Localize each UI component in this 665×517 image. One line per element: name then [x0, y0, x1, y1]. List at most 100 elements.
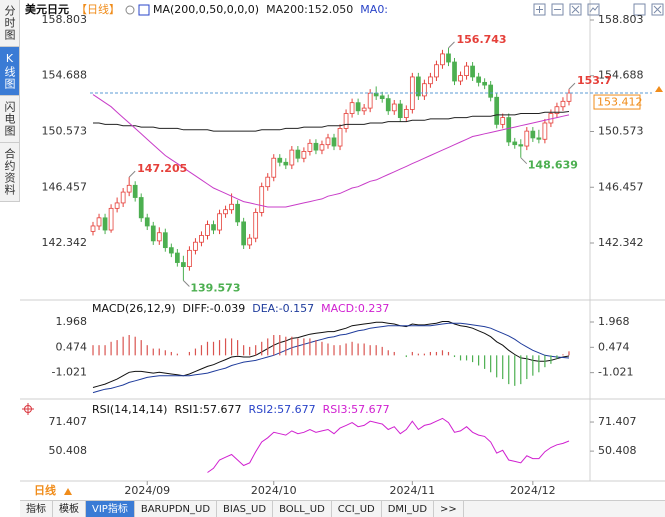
- candle-body: [271, 157, 277, 178]
- y-tick-label: -1.021: [52, 366, 87, 379]
- high-label: 153.7: [577, 74, 612, 87]
- candle-body: [235, 203, 240, 223]
- y-tick-label: 150.573: [42, 124, 88, 137]
- y-tick-label: 1.968: [56, 315, 88, 328]
- candle-body: [120, 191, 126, 204]
- candle-body: [96, 217, 102, 227]
- candle-body: [319, 144, 325, 151]
- legend-label: MA(200,0,50,0,0,0): [153, 3, 259, 16]
- candle-body: [536, 137, 542, 140]
- y-tick-label: 158.803: [42, 13, 88, 26]
- sidebar-tab[interactable]: 分时图: [0, 0, 19, 47]
- y-tick-label: -1.021: [598, 366, 633, 379]
- candle-body: [223, 209, 228, 215]
- sidebar-tab[interactable]: 合约资料: [0, 143, 19, 202]
- annotation-leader: [183, 280, 190, 287]
- candle-body: [253, 212, 259, 239]
- y-tick-label: 50.408: [598, 444, 637, 457]
- x-tick-label: 2024/09: [124, 484, 170, 497]
- indicator-tab[interactable]: BOLL_UD: [273, 501, 332, 517]
- y-tick-label: 154.688: [42, 69, 88, 82]
- icon[interactable]: [533, 3, 546, 16]
- indicator-tab[interactable]: 模板: [53, 501, 86, 517]
- last-price-label: 153.412: [597, 96, 643, 109]
- candle-body: [524, 130, 530, 147]
- candle-body: [187, 249, 192, 268]
- candle-body: [506, 117, 512, 143]
- icon: [589, 5, 599, 13]
- indicator-tab[interactable]: DMI_UD: [382, 501, 435, 517]
- candle-body: [138, 197, 144, 219]
- toolbar-icons[interactable]: [533, 3, 664, 16]
- candle-body: [403, 109, 409, 118]
- candle-body: [193, 241, 198, 251]
- bottom-tabs: 指标 模板 VIP指标 BARUPDN_UD BIAS_UD BOLL_UD CCI_UD D…: [20, 500, 665, 517]
- candle-body: [440, 53, 445, 66]
- indicator-tab[interactable]: VIP指标: [86, 501, 135, 517]
- y-tick-label: 71.407: [49, 415, 88, 428]
- candle-body: [446, 53, 451, 63]
- x-tick-label: 2024/10: [251, 484, 297, 497]
- icon[interactable]: [651, 3, 664, 16]
- indicator-tab[interactable]: BARUPDN_UD: [135, 501, 218, 517]
- candle-body: [217, 213, 222, 231]
- indicator-tab[interactable]: 指标: [20, 501, 53, 517]
- candle-body: [385, 98, 391, 112]
- indicator-tab[interactable]: CCI_UD: [332, 501, 382, 517]
- indicator-tab[interactable]: BIAS_UD: [217, 501, 274, 517]
- period-arrow[interactable]: [64, 488, 72, 495]
- sidebar-tab[interactable]: K线图: [0, 47, 19, 96]
- annotation-leader: [568, 82, 576, 90]
- line: [92, 94, 570, 208]
- candle-body: [265, 176, 271, 188]
- y-tick-label: 0.474: [598, 340, 630, 353]
- legend-label: RSI(14,14,14): [92, 403, 167, 416]
- candle-body: [530, 130, 536, 139]
- candle-body: [428, 76, 433, 85]
- period-button[interactable]: 日线: [34, 483, 56, 497]
- last-price-box: [593, 94, 641, 110]
- candle-body: [542, 122, 548, 140]
- y-tick-label: 50.408: [49, 444, 88, 457]
- candle-body: [102, 217, 108, 231]
- y-tick-label: 146.457: [42, 180, 88, 193]
- icon: [536, 6, 543, 13]
- candle-body: [379, 95, 385, 100]
- candle-body: [518, 144, 524, 147]
- candle-body: [391, 103, 397, 112]
- candle-body: [494, 96, 500, 125]
- annotation-leader: [128, 170, 136, 178]
- icon[interactable]: [551, 3, 564, 16]
- candle-body: [205, 224, 210, 236]
- candle-body: [156, 232, 162, 242]
- legend-label: RSI1:57.677: [174, 403, 241, 416]
- legend-label: RSI3:57.677: [323, 403, 390, 416]
- icon[interactable]: [633, 3, 646, 16]
- legend-label: 【日线】: [76, 2, 120, 16]
- candle-body: [313, 142, 319, 151]
- annotation-leader: [520, 157, 528, 165]
- candle-body: [150, 225, 156, 242]
- sidebar-tab[interactable]: 闪电图: [0, 96, 19, 143]
- icon: [138, 4, 150, 16]
- candle-body: [90, 225, 96, 232]
- icon: [125, 5, 135, 15]
- candle-body: [397, 103, 403, 118]
- candle-body: [114, 202, 120, 209]
- candle-body: [295, 149, 301, 159]
- icon[interactable]: [569, 3, 582, 16]
- candle-body: [181, 262, 186, 268]
- candle-body: [337, 128, 343, 147]
- candle-body: [349, 102, 355, 114]
- indicator-tab[interactable]: >>: [434, 501, 464, 517]
- legend-label: MACD:0.237: [321, 302, 389, 315]
- high-label: 147.205: [137, 162, 187, 175]
- candle-body: [108, 207, 114, 231]
- legend-label: DIFF:-0.039: [183, 302, 246, 315]
- icon[interactable]: [587, 3, 600, 16]
- candle-body: [289, 149, 295, 166]
- candle-body: [464, 65, 469, 76]
- candle-body: [241, 221, 246, 246]
- candle-body: [175, 252, 180, 263]
- last-price-arrow: [655, 86, 663, 93]
